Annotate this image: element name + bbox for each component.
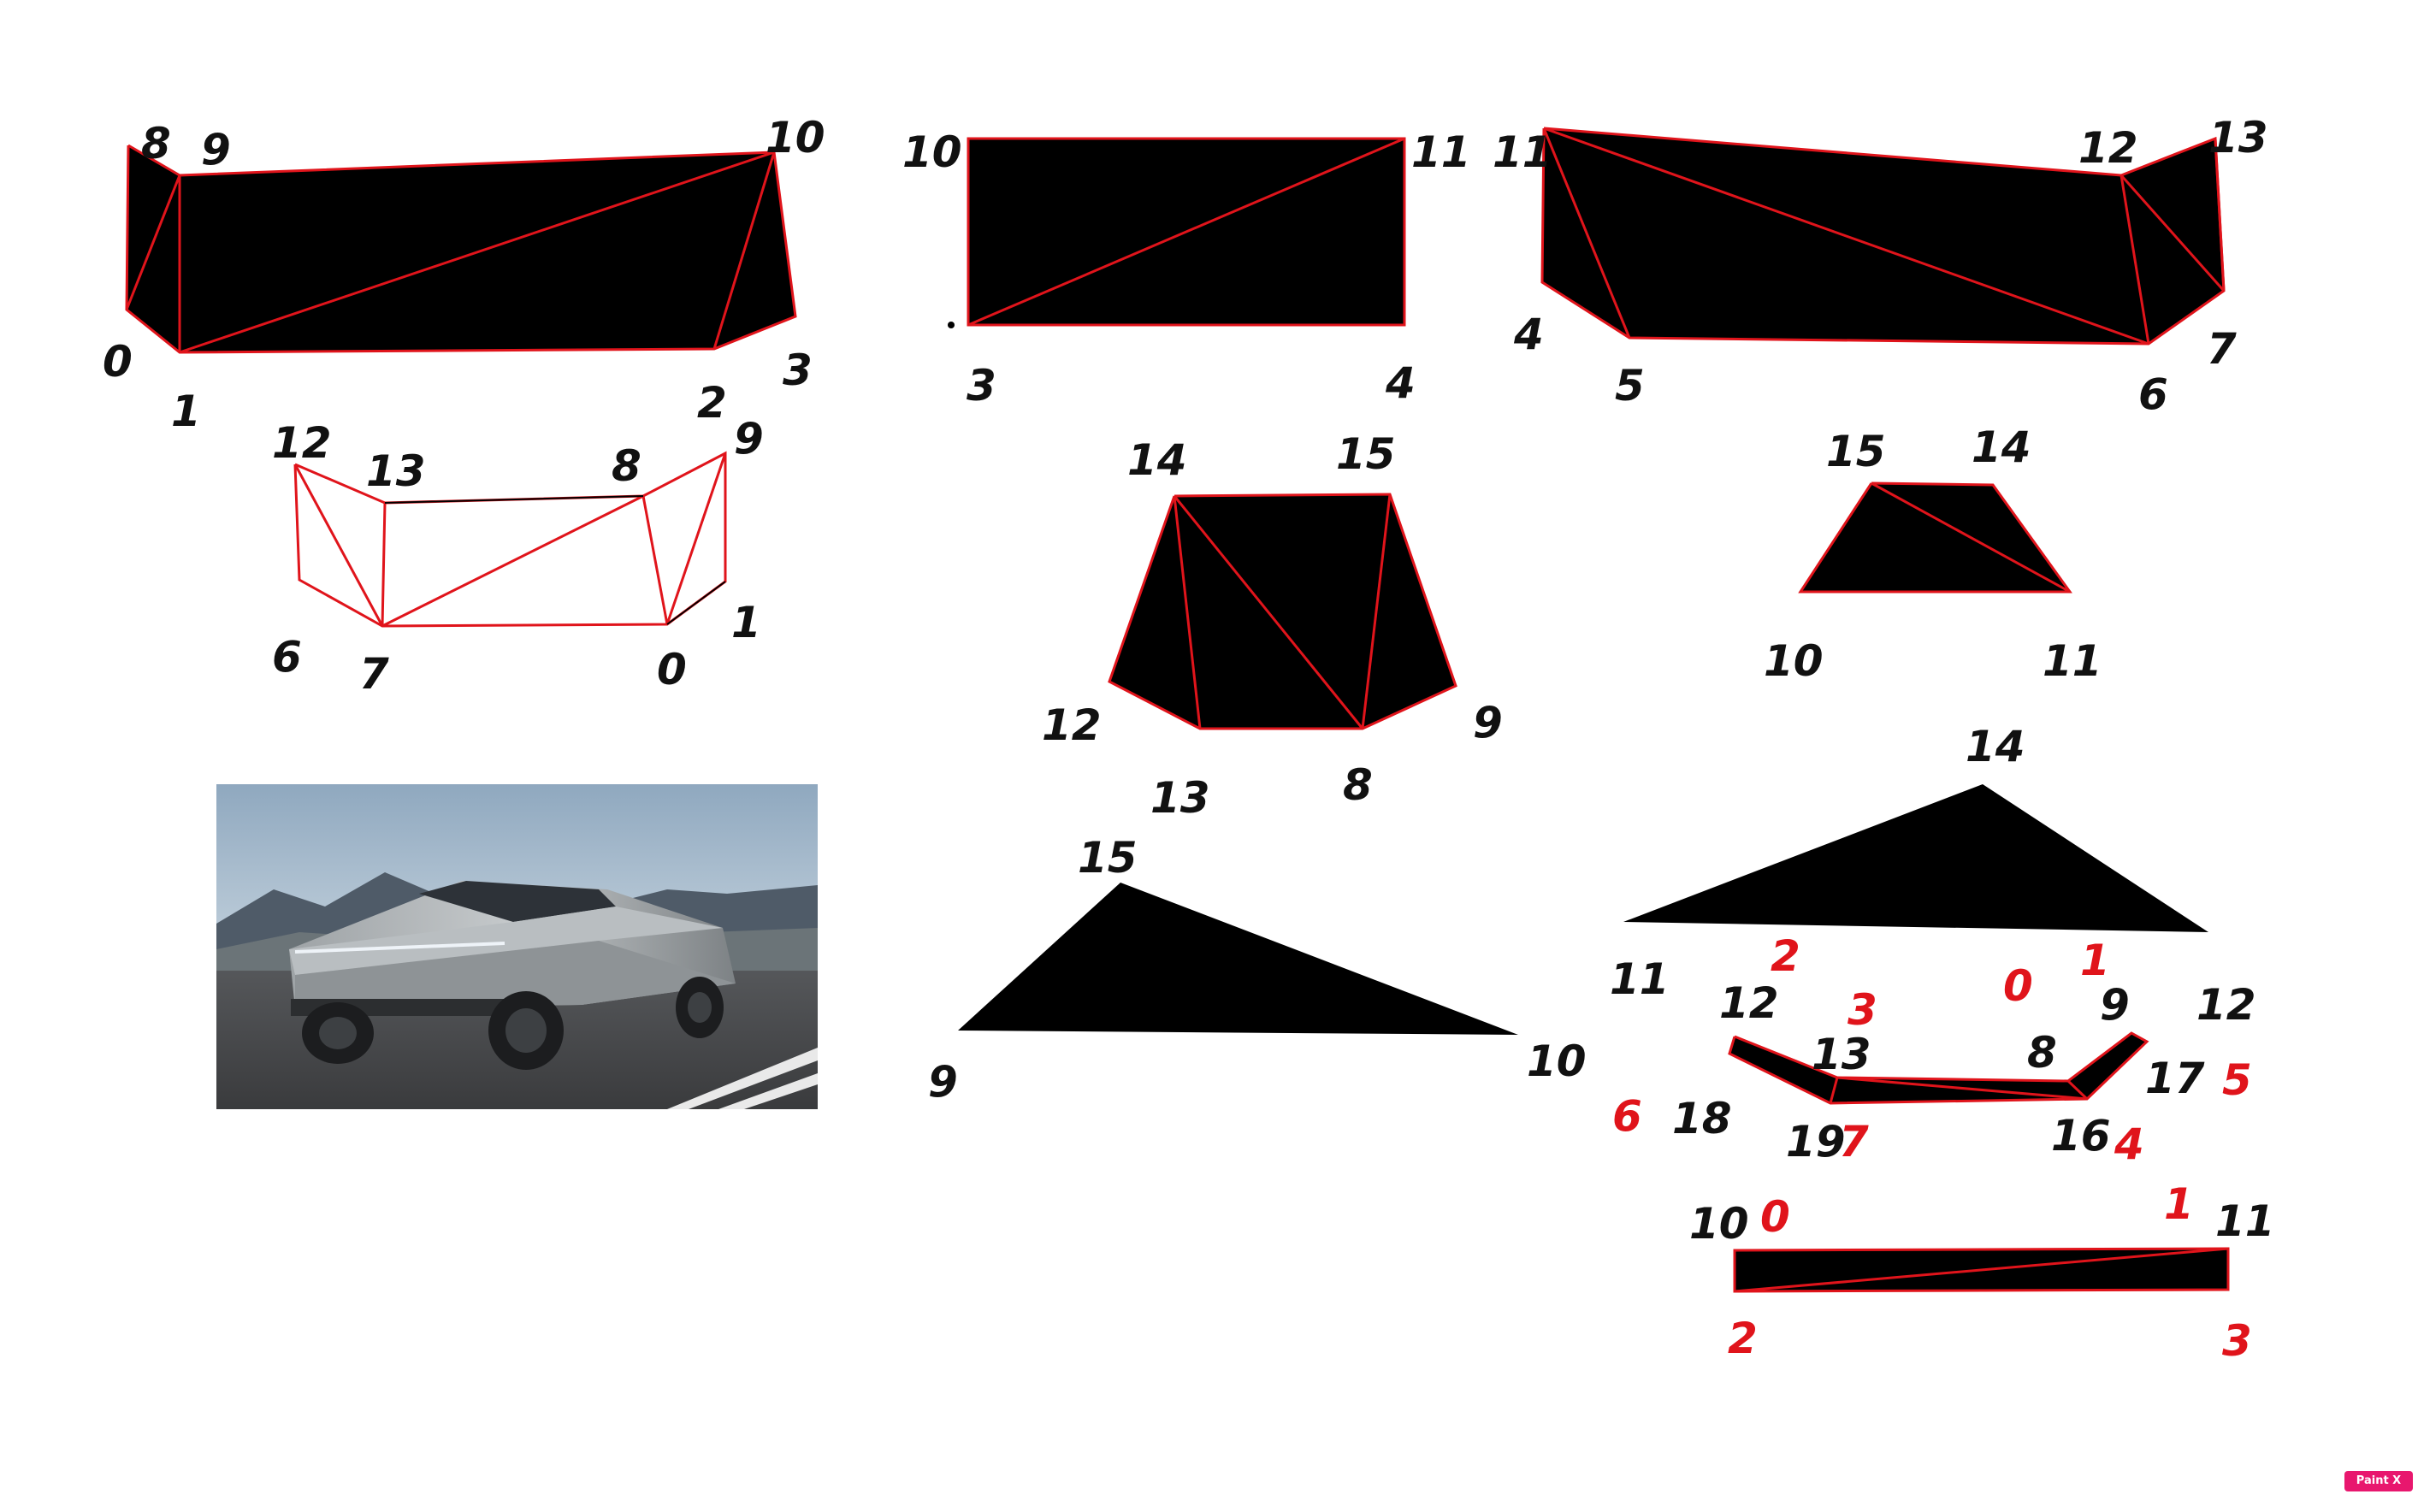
side-face-mesh: 11 12 13 4 5 6 7 — [1493, 113, 2268, 419]
trim-label-19: 19 — [1786, 1117, 1846, 1166]
front-label-9: 9 — [201, 125, 231, 174]
hood-mesh: 14 15 12 13 8 9 — [1042, 429, 1503, 823]
trim-strip-mesh: 12 13 8 9 18 19 16 17 2 3 0 1 6 7 4 5 — [1612, 931, 2252, 1169]
trim-label-13: 13 — [1812, 1030, 1871, 1079]
trim-red-label-5: 5 — [2222, 1055, 2252, 1105]
triangle-right-label-11: 11 — [1610, 954, 1670, 1004]
hood-label-12: 12 — [1042, 700, 1102, 750]
bumper-label-13: 13 — [366, 446, 426, 496]
bumper-label-8: 8 — [612, 441, 641, 491]
trim-red-label-0: 0 — [2003, 961, 2033, 1011]
triangle-15-9-10: 15 9 10 — [928, 833, 1587, 1107]
bumper-label-9: 9 — [734, 414, 764, 464]
bar-label-10: 10 — [1689, 1199, 1749, 1249]
cybertruck-photo — [216, 784, 818, 1109]
windshield-label-10: 10 — [902, 127, 962, 177]
windshield-mesh: 10 11 3 4 — [902, 127, 1471, 410]
bar-mesh: 10 11 0 1 2 3 — [1689, 1179, 2275, 1366]
windshield-label-3: 3 — [967, 361, 996, 410]
roof-label-14: 14 — [1972, 422, 2031, 472]
bar-red-label-0: 0 — [1760, 1192, 1790, 1242]
trim-label-9: 9 — [2100, 980, 2130, 1030]
triangle-14-11-12: 14 11 12 — [1610, 722, 2256, 1030]
bumper-label-0: 0 — [657, 645, 687, 694]
trim-red-label-3: 3 — [1847, 985, 1877, 1035]
front-label-1: 1 — [171, 387, 201, 436]
bar-red-label-1: 1 — [2164, 1179, 2194, 1229]
trim-label-17: 17 — [2145, 1054, 2205, 1103]
bumper-label-1: 1 — [731, 598, 761, 647]
trim-label-18: 18 — [1672, 1094, 1732, 1143]
roof-label-11: 11 — [2043, 636, 2102, 686]
triangle-left-label-9: 9 — [928, 1057, 958, 1107]
triangle-right-label-14: 14 — [1966, 722, 2025, 771]
front-label-0: 0 — [103, 337, 133, 387]
front-label-10: 10 — [766, 113, 825, 162]
hood-label-14: 14 — [1127, 435, 1187, 485]
hood-label-9: 9 — [1473, 698, 1503, 747]
bumper-label-12: 12 — [272, 418, 332, 468]
trim-red-label-4: 4 — [2114, 1119, 2144, 1169]
windshield-label-11: 11 — [1411, 127, 1471, 177]
side-label-11: 11 — [1493, 127, 1552, 177]
bumper-label-6: 6 — [272, 632, 302, 682]
side-label-5: 5 — [1615, 361, 1645, 410]
watermark-badge: Paint X lite — [2344, 1471, 2413, 1508]
front-label-8: 8 — [141, 119, 171, 168]
side-label-13: 13 — [2208, 113, 2268, 162]
hood-label-8: 8 — [1343, 760, 1373, 810]
hood-label-15: 15 — [1336, 429, 1396, 479]
windshield-label-4: 4 — [1385, 358, 1416, 408]
side-label-12: 12 — [2078, 123, 2138, 173]
trim-label-12: 12 — [1719, 978, 1779, 1028]
roof-mesh: 15 14 10 11 — [1764, 422, 2102, 686]
bumper-outline-mesh: 12 13 8 9 6 7 0 1 — [272, 414, 764, 699]
trim-red-label-2: 2 — [1771, 931, 1800, 981]
side-label-4: 4 — [1513, 310, 1544, 359]
bar-red-label-2: 2 — [1728, 1314, 1758, 1363]
trim-red-label-6: 6 — [1612, 1091, 1642, 1141]
roof-label-10: 10 — [1764, 636, 1824, 686]
front-label-2: 2 — [697, 378, 727, 428]
side-label-6: 6 — [2138, 369, 2168, 419]
trim-label-16: 16 — [2051, 1111, 2111, 1161]
triangle-right-label-12: 12 — [2196, 980, 2256, 1030]
trim-red-label-7: 7 — [1839, 1117, 1869, 1166]
trim-label-8: 8 — [2027, 1028, 2057, 1078]
trim-red-label-1: 1 — [2080, 936, 2110, 985]
front-label-3: 3 — [783, 346, 813, 395]
hood-label-13: 13 — [1150, 773, 1210, 823]
roof-label-15: 15 — [1826, 427, 1886, 476]
front-face-mesh: 8 9 10 0 1 2 3 — [103, 113, 825, 436]
triangle-left-label-10: 10 — [1527, 1037, 1587, 1086]
bar-label-11: 11 — [2215, 1196, 2275, 1246]
bumper-label-7: 7 — [359, 649, 389, 699]
side-label-7: 7 — [2207, 324, 2237, 374]
bar-red-label-3: 3 — [2222, 1316, 2252, 1366]
triangle-left-label-15: 15 — [1078, 833, 1138, 883]
